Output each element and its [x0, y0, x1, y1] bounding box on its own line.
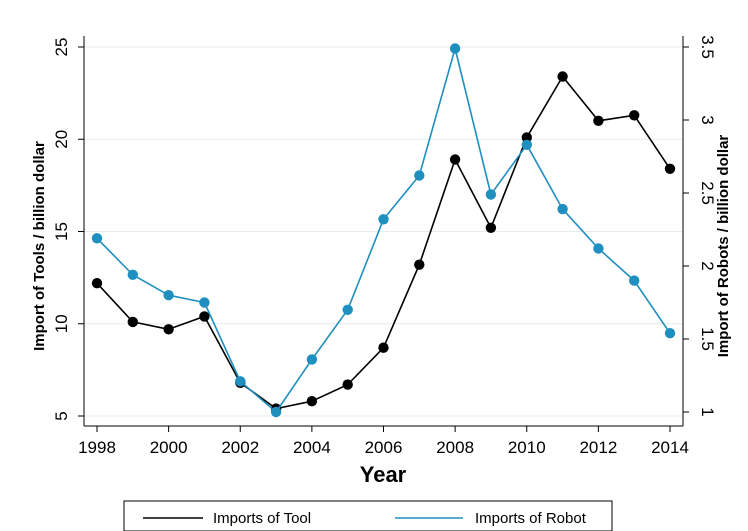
- x-tick-label-2008: 2008: [436, 438, 474, 457]
- data-point-robot-2004: [306, 354, 318, 365]
- data-point-tool-2013: [629, 110, 640, 121]
- axes: 5 10 15 20 25 1 1.5 2 2.5 3 3.5 1998 2000 2002 2004 200…: [52, 35, 717, 457]
- legend-box: [123, 500, 613, 531]
- data-point-robot-2005: [342, 304, 353, 315]
- x-tick-label-2002: 2002: [221, 438, 259, 457]
- x-tick-label-2006: 2006: [365, 438, 403, 457]
- x-tick-label-2004: 2004: [293, 438, 331, 457]
- data-point-tool-2005: [342, 379, 353, 390]
- x-tick-label-2012: 2012: [579, 438, 617, 457]
- legend-label-robot: Imports of Robot: [475, 510, 587, 527]
- y-right-tick-label-2.5: 2.5: [698, 181, 717, 205]
- data-point-robot-1998: [91, 233, 103, 244]
- data-point-tool-2007: [414, 259, 425, 270]
- data-point-robot-2009: [485, 189, 497, 200]
- y-right-tick-label-1: 1: [698, 407, 717, 416]
- data-point-robot-2013: [629, 275, 640, 286]
- y-left-tick-label-10: 10: [52, 314, 71, 333]
- y-right-tick-label-3.5: 3.5: [698, 35, 717, 59]
- data-point-robot-2001: [199, 297, 210, 308]
- y-right-tick-label-3: 3: [698, 115, 717, 124]
- data-point-robot-1999: [127, 269, 138, 280]
- y-left-tick-label-15: 15: [52, 222, 71, 241]
- data-point-robot-2003: [270, 406, 282, 418]
- x-tick-label-2010: 2010: [508, 438, 546, 457]
- x-tick-label-1998: 1998: [78, 438, 116, 457]
- data-point-tool-2001: [199, 311, 210, 322]
- y-axis-left-title: Import of Tools / billion dollar: [31, 141, 48, 351]
- data-point-robot-2011: [557, 203, 568, 215]
- data-point-robot-2008: [449, 43, 461, 54]
- data-point-tool-1998: [91, 278, 103, 289]
- data-point-tool-2009: [485, 222, 497, 233]
- x-tick-label-2000: 2000: [150, 438, 188, 457]
- data-point-tool-2010: [521, 132, 532, 143]
- data-point-tool-2014: [664, 163, 676, 174]
- data-point-tool-2004: [306, 396, 318, 407]
- y-axis-right-title: Import of Robots / billion dollar: [715, 135, 732, 358]
- series-layer: [91, 43, 676, 418]
- data-point-tool-2011: [557, 71, 568, 82]
- data-point-robot-2012: [593, 243, 604, 254]
- data-point-robot-2007: [414, 170, 425, 181]
- data-point-robot-2010: [521, 139, 532, 150]
- x-axis-title: Year: [360, 462, 407, 487]
- legend: Imports of Tool Imports of Robot: [123, 500, 613, 531]
- data-point-tool-2000: [163, 324, 174, 335]
- y-right-tick-label-1.5: 1.5: [698, 327, 717, 351]
- data-point-robot-2006: [378, 214, 389, 225]
- data-point-robot-2002: [235, 376, 246, 387]
- y-left-tick-label-5: 5: [52, 411, 71, 420]
- x-tick-label-2014: 2014: [651, 438, 689, 457]
- y-right-tick-label-2: 2: [698, 261, 717, 270]
- data-point-robot-2014: [664, 328, 676, 339]
- data-point-tool-2012: [593, 115, 604, 127]
- data-point-robot-2000: [163, 290, 174, 301]
- data-point-tool-2008: [449, 154, 461, 165]
- y-left-tick-label-20: 20: [52, 130, 71, 149]
- legend-label-tool: Imports of Tool: [213, 510, 311, 527]
- y-left-tick-label-25: 25: [52, 38, 71, 57]
- data-point-tool-2006: [378, 342, 389, 353]
- data-point-tool-1999: [127, 316, 138, 328]
